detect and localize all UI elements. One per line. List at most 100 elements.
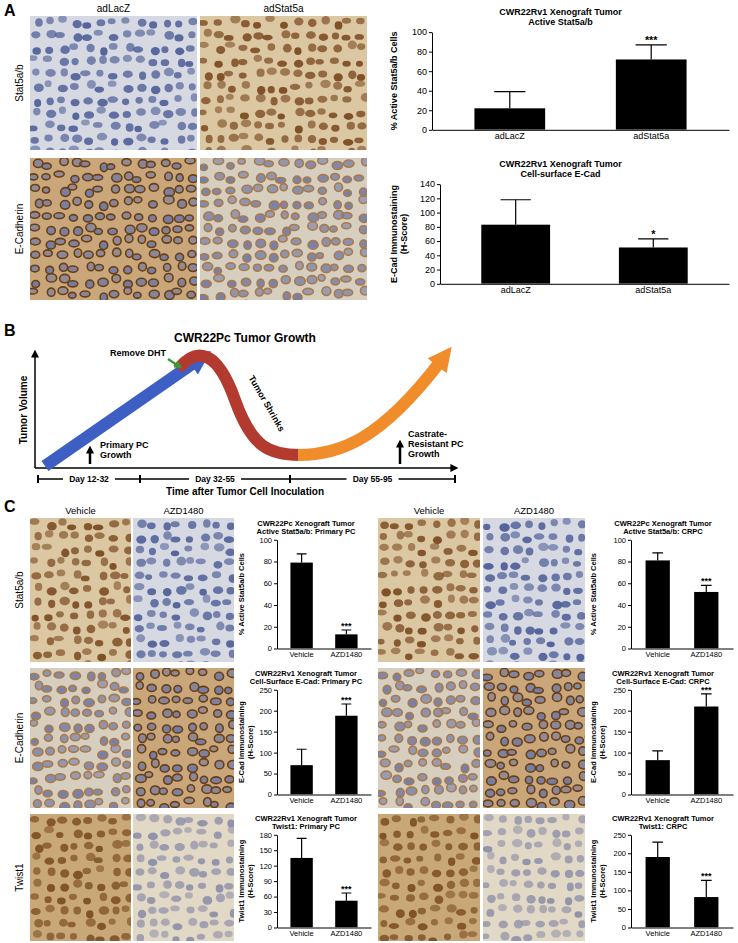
cell-nucleus xyxy=(68,126,78,132)
cell-nucleus xyxy=(138,910,146,919)
cell-nucleus xyxy=(525,520,533,528)
cell-nucleus xyxy=(71,547,79,554)
cell-nucleus xyxy=(527,829,536,838)
cell-nucleus xyxy=(32,280,40,287)
cell-nucleus xyxy=(241,145,252,150)
cell-nucleus xyxy=(331,238,340,245)
cell-nucleus xyxy=(198,686,209,693)
cell-nucleus xyxy=(348,41,357,50)
cell-nucleus xyxy=(483,921,491,927)
cell-nucleus xyxy=(474,532,480,540)
cell-nucleus xyxy=(308,120,316,128)
cell-nucleus xyxy=(434,623,444,631)
cell-nucleus xyxy=(147,588,156,595)
cell-nucleus xyxy=(420,866,429,874)
cell-nucleus xyxy=(523,596,533,603)
cell-nucleus xyxy=(470,865,478,872)
cell-nucleus xyxy=(200,164,207,170)
cell-nucleus xyxy=(239,264,249,271)
cell-nucleus xyxy=(537,749,547,756)
micrograph xyxy=(30,814,131,941)
cell-nucleus xyxy=(83,97,93,104)
cell-nucleus xyxy=(94,857,103,863)
x-tick: AZD1480 xyxy=(331,929,363,938)
cell-nucleus xyxy=(278,114,285,120)
cell-nucleus xyxy=(122,698,131,705)
micrograph xyxy=(378,668,480,808)
micrograph-background xyxy=(483,814,585,941)
cell-nucleus xyxy=(378,751,386,757)
y-tick-mark xyxy=(429,71,432,72)
cell-nucleus xyxy=(429,937,437,941)
cell-nucleus xyxy=(405,636,415,643)
micrograph xyxy=(378,814,480,941)
y-tick: 0 xyxy=(622,644,631,653)
cell-nucleus xyxy=(135,214,143,221)
y-tick-mark xyxy=(429,130,432,131)
x-axis: VehicleAZD1480 xyxy=(278,795,372,805)
cell-nucleus xyxy=(498,586,507,594)
cell-nucleus xyxy=(405,654,413,661)
cell-nucleus xyxy=(172,936,179,941)
cell-nucleus xyxy=(526,798,536,807)
cell-nucleus xyxy=(70,83,79,90)
cell-nucleus xyxy=(241,20,250,27)
error-bar-cap xyxy=(652,750,663,751)
significance: *** xyxy=(701,685,712,695)
y-tick: 100 xyxy=(613,749,631,758)
cell-nucleus xyxy=(306,161,316,169)
cell-nucleus xyxy=(459,786,466,794)
cell-nucleus xyxy=(97,814,106,822)
cell-nucleus xyxy=(499,921,508,929)
cell-nucleus xyxy=(217,80,226,88)
cell-nucleus xyxy=(435,785,444,794)
cell-nucleus xyxy=(379,833,386,840)
cell-nucleus xyxy=(432,670,440,677)
cell-nucleus xyxy=(242,81,250,89)
cell-nucleus xyxy=(149,279,159,286)
cell-nucleus xyxy=(47,97,54,105)
cell-nucleus xyxy=(98,695,105,703)
chart-subtitle: Twist1: CRPC xyxy=(639,822,688,831)
cell-nucleus xyxy=(382,622,392,631)
cell-nucleus xyxy=(538,653,547,661)
cell-nucleus xyxy=(523,869,531,876)
column-label: AZD1480 xyxy=(514,505,554,516)
cell-nucleus xyxy=(513,545,523,554)
cell-nucleus xyxy=(270,241,278,250)
cell-nucleus xyxy=(200,723,207,730)
cell-nucleus xyxy=(43,250,52,257)
cell-nucleus xyxy=(421,613,431,622)
cell-nucleus xyxy=(577,660,585,662)
cell-nucleus xyxy=(183,698,192,704)
cell-nucleus xyxy=(110,802,118,808)
cell-nucleus xyxy=(416,668,424,674)
cell-nucleus xyxy=(85,788,93,796)
cell-nucleus xyxy=(524,735,535,743)
cell-nucleus xyxy=(391,571,398,577)
cell-nucleus xyxy=(500,706,510,714)
cell-nucleus xyxy=(99,906,110,915)
y-tick-label: 0 xyxy=(268,790,272,799)
cell-nucleus xyxy=(456,853,465,859)
cell-nucleus xyxy=(291,238,301,245)
cell-nucleus xyxy=(73,879,82,887)
cell-nucleus xyxy=(380,839,390,846)
cell-nucleus xyxy=(136,546,144,554)
cell-nucleus xyxy=(70,73,80,80)
cell-nucleus xyxy=(59,531,68,539)
cell-nucleus xyxy=(392,883,400,890)
cell-nucleus xyxy=(254,55,262,62)
cell-nucleus xyxy=(343,238,353,245)
y-tick-label: 30 xyxy=(264,908,272,917)
cell-nucleus xyxy=(499,613,508,621)
cell-nucleus xyxy=(33,867,40,875)
cell-nucleus xyxy=(94,30,103,36)
cell-nucleus xyxy=(95,936,104,941)
error-bar xyxy=(652,553,663,561)
cell-nucleus xyxy=(161,159,170,166)
cell-nucleus xyxy=(136,634,145,642)
cell-nucleus xyxy=(84,832,92,839)
cell-nucleus xyxy=(85,534,93,542)
cell-nucleus xyxy=(217,95,224,103)
